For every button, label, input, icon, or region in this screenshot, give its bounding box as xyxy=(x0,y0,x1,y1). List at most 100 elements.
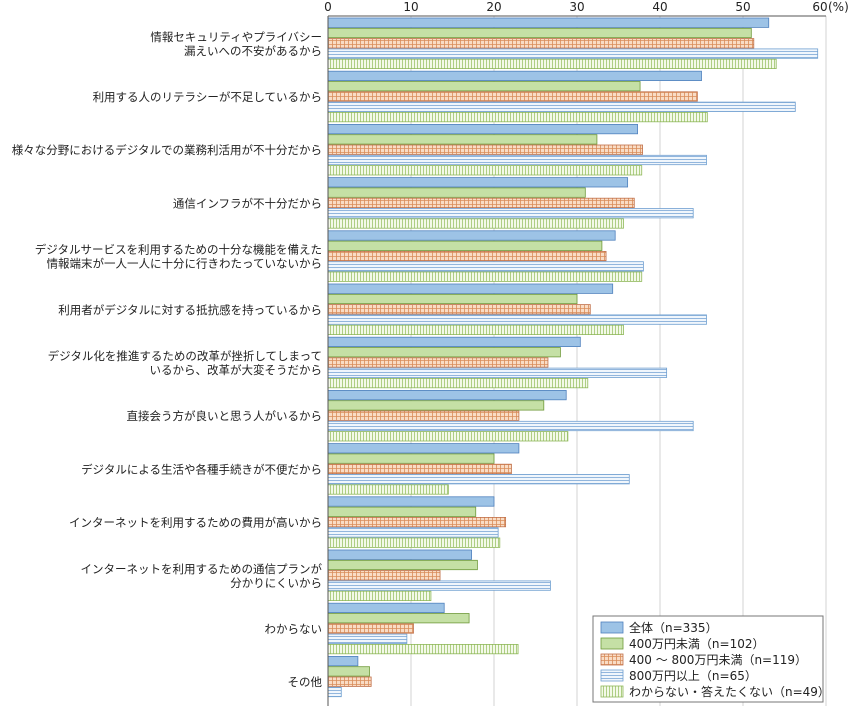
bar xyxy=(327,410,520,421)
legend-entry: わからない・答えたくない（n=49） xyxy=(629,684,830,699)
bar xyxy=(327,81,641,92)
x-tick-label: 20 xyxy=(486,0,501,14)
bar xyxy=(327,496,495,507)
category-label: 情報セキュリティやプライバシー xyxy=(150,30,322,44)
category-label: 様々な分野におけるデジタルでの業務利活用が不十分だから xyxy=(12,143,322,157)
category-label: デジタル化を推進するための改革が挫折してしまって xyxy=(48,349,322,363)
bar xyxy=(327,517,507,528)
bar xyxy=(327,293,578,305)
bar xyxy=(327,154,707,166)
bar xyxy=(327,197,635,208)
legend-box xyxy=(592,615,824,703)
bar xyxy=(327,177,629,188)
bar xyxy=(327,666,370,677)
category-labels: 情報セキュリティやプライバシー漏えいへの不安があるから利用する人のリテラシーが不… xyxy=(12,30,323,689)
bar xyxy=(327,367,668,378)
bar xyxy=(327,644,519,655)
bar xyxy=(327,27,752,39)
bar xyxy=(327,124,638,135)
legend-swatch xyxy=(600,669,624,682)
legend-swatch xyxy=(600,621,624,634)
bars xyxy=(327,17,819,698)
bar xyxy=(327,91,698,102)
bar xyxy=(327,453,495,464)
bar xyxy=(327,347,561,358)
bar xyxy=(327,431,569,442)
bar xyxy=(327,570,441,581)
bar xyxy=(327,633,408,644)
bar xyxy=(327,48,819,59)
legend-swatch xyxy=(600,637,624,650)
bar xyxy=(327,165,643,176)
bar xyxy=(327,187,586,198)
bar xyxy=(327,506,477,517)
bar xyxy=(327,283,614,294)
category-label: インターネットを利用するための費用が高いから xyxy=(69,516,322,530)
bar xyxy=(327,537,501,548)
bar xyxy=(327,261,644,272)
bar xyxy=(327,474,630,485)
bar xyxy=(327,686,342,698)
legend-entry: 400 ～ 800万円未満（n=119） xyxy=(629,653,807,667)
x-tick-label: 0 xyxy=(324,0,332,14)
category-label: 分かりにくいから xyxy=(230,576,322,590)
bar xyxy=(327,314,707,325)
category-label: デジタルサービスを利用するための十分な機能を備えた xyxy=(35,243,322,257)
bar xyxy=(327,357,549,368)
bar xyxy=(327,250,607,262)
bar xyxy=(327,17,770,28)
bar xyxy=(327,527,499,538)
bar xyxy=(327,377,589,389)
bar xyxy=(327,218,624,229)
bar xyxy=(327,304,591,315)
tick-labels: 0 10 20 30 40 50 60 (%) xyxy=(324,0,849,14)
x-tick-label: 30 xyxy=(569,0,584,14)
legend-swatch xyxy=(600,685,624,698)
bar xyxy=(327,336,581,348)
category-label: 直接会う方が良いと思う人がいるから xyxy=(127,409,323,423)
bar xyxy=(327,613,470,624)
legend-swatch xyxy=(600,653,624,666)
legend-entry: 全体（n=335） xyxy=(629,620,718,635)
bar xyxy=(327,271,643,282)
bar xyxy=(327,559,478,571)
category-label: いるから、改革が大変そうだから xyxy=(150,363,323,377)
legend-entry: 800万円以上（n=65） xyxy=(629,669,757,683)
category-label: わからない xyxy=(265,622,323,636)
bar xyxy=(327,400,545,411)
category-label: デジタルによる生活や各種手続きが不便だから xyxy=(81,462,322,476)
category-label: 利用する人のリテラシーが不足しているから xyxy=(93,90,322,104)
bar xyxy=(327,134,598,145)
bar xyxy=(327,443,520,454)
bar xyxy=(327,208,694,219)
bar xyxy=(327,389,567,401)
x-tick-label: 60 xyxy=(812,0,827,14)
bar xyxy=(327,580,551,591)
x-axis-unit: (%) xyxy=(828,0,849,14)
bar xyxy=(327,58,777,70)
legend: 全体（n=335） 400万円未満（n=102） 400 ～ 800万円未満（n=1… xyxy=(592,615,830,703)
bar xyxy=(327,112,708,123)
axes xyxy=(327,15,826,706)
x-tick-label: 40 xyxy=(652,0,667,14)
bar xyxy=(327,420,694,432)
category-label: 情報端末が一人一人に十分に行きわたっていないから xyxy=(47,257,322,271)
bar xyxy=(327,549,472,560)
category-label: 通信インフラが不十分だから xyxy=(173,196,322,210)
bar xyxy=(327,144,643,155)
category-label: インターネットを利用するための通信プランが xyxy=(81,562,323,576)
x-tick-label: 10 xyxy=(403,0,418,14)
bar xyxy=(327,463,512,475)
bar xyxy=(327,590,432,602)
bar xyxy=(327,101,796,112)
category-label: その他 xyxy=(288,675,323,689)
bar xyxy=(327,602,445,614)
bar xyxy=(327,240,603,251)
category-label: 利用者がデジタルに対する抵抗感を持っているから xyxy=(58,303,322,317)
bar xyxy=(327,623,414,634)
bar xyxy=(327,676,372,687)
bar xyxy=(327,656,359,667)
legend-entry: 400万円未満（n=102） xyxy=(629,637,764,651)
bar xyxy=(327,230,616,241)
